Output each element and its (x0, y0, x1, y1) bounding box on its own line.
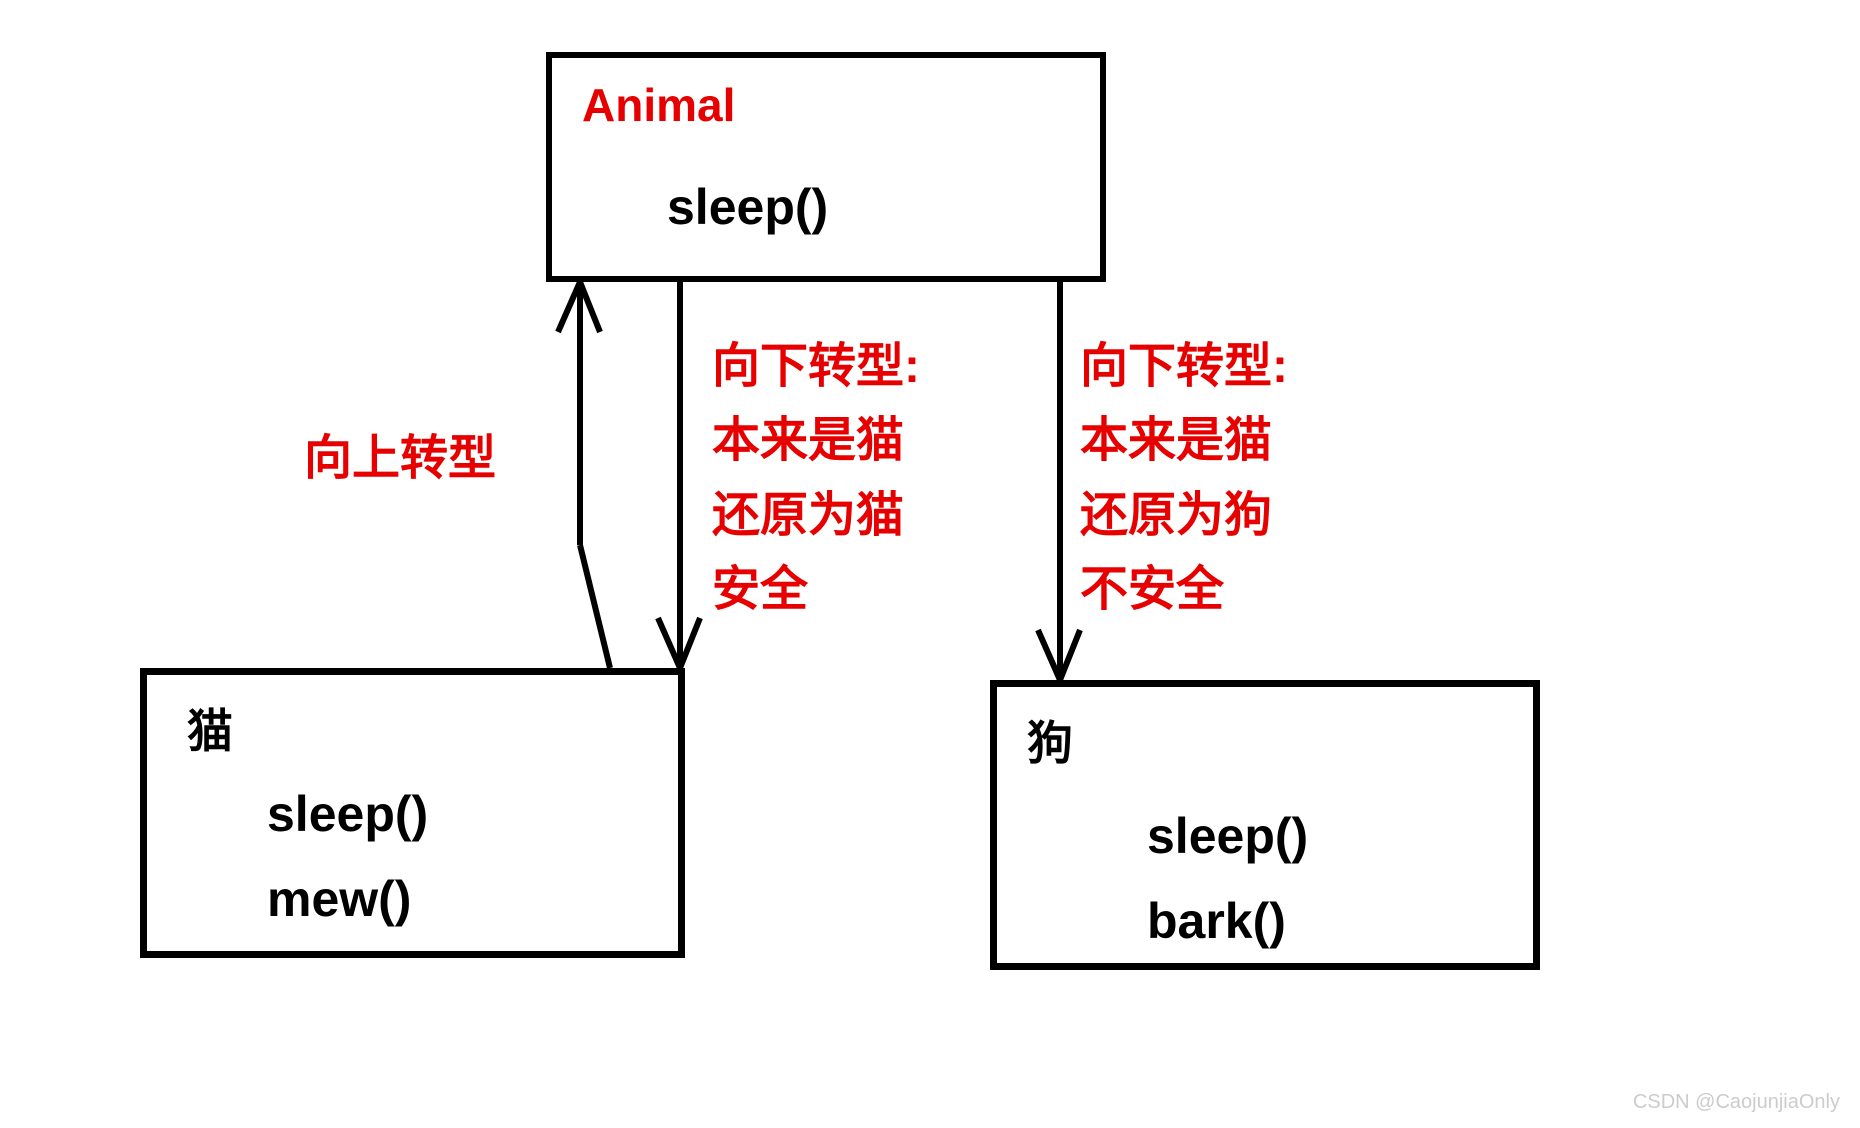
class-method-animal-sleep: sleep() (667, 178, 828, 236)
class-method-dog-bark: bark() (1147, 892, 1286, 950)
class-box-cat: 猫 sleep() mew() (140, 668, 685, 958)
class-method-cat-sleep: sleep() (267, 785, 428, 843)
annotation-downcast-unsafe: 向下转型: 本来是猫 还原为狗 不安全 (1080, 330, 1288, 628)
watermark: CSDN @CaojunjiaOnly (1633, 1091, 1840, 1114)
class-title-dog: 狗 (1027, 707, 1073, 773)
edge-downcast-unsafe (1038, 282, 1080, 680)
class-method-dog-sleep: sleep() (1147, 807, 1308, 865)
annotation-downcast-safe: 向下转型: 本来是猫 还原为猫 安全 (712, 330, 920, 628)
class-title-cat: 猫 (187, 695, 233, 761)
class-method-cat-mew: mew() (267, 870, 411, 928)
annotation-upcast: 向上转型 (304, 422, 496, 496)
class-box-dog: 狗 sleep() bark() (990, 680, 1540, 970)
class-box-animal: Animal sleep() (546, 52, 1106, 282)
class-title-animal: Animal (582, 78, 735, 132)
edge-downcast-safe (658, 282, 700, 668)
edge-upcast (558, 282, 610, 668)
diagram-canvas: { "diagram": { "type": "class-inheritanc… (0, 0, 1860, 1128)
